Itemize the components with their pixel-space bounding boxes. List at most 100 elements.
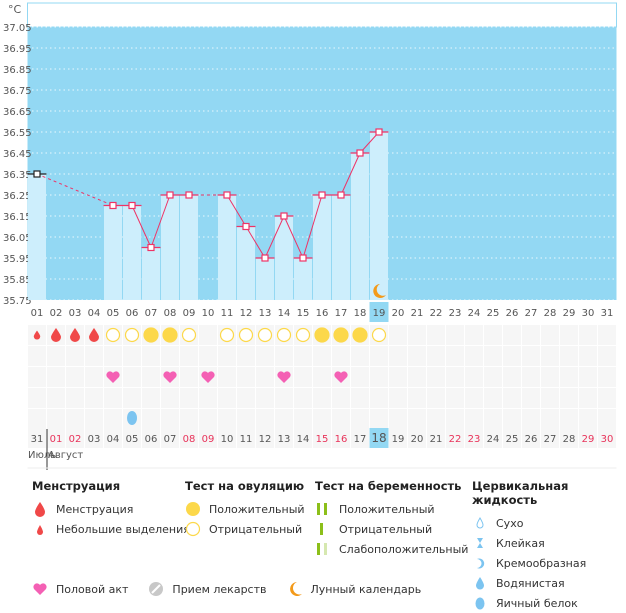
grid-cell xyxy=(503,388,521,408)
calendar-date-label: 07 xyxy=(164,434,177,445)
calendar-date-label: 20 xyxy=(411,434,424,445)
grid-cell xyxy=(47,409,65,429)
temperature-point xyxy=(356,149,364,157)
temperature-line-segment xyxy=(226,194,247,227)
grid-cell xyxy=(389,429,407,448)
grid-cell xyxy=(47,388,65,408)
temperature-point xyxy=(166,191,174,199)
temperature-point xyxy=(375,128,383,136)
grid-cell xyxy=(446,388,464,408)
grid-cell xyxy=(522,429,540,448)
cycle-day-label: 04 xyxy=(88,308,101,319)
grid-cell xyxy=(85,388,103,408)
temperature-bar xyxy=(123,205,141,300)
faint-lines-icon xyxy=(317,543,327,555)
moon-icon xyxy=(289,582,302,596)
legend-title: Менструация xyxy=(32,479,121,493)
grid-cell xyxy=(465,388,483,408)
cycle-day-label: 31 xyxy=(601,308,614,319)
y-tick-label: 35.95 xyxy=(3,254,32,265)
grid-cell xyxy=(142,429,160,448)
ovulation-positive-icon xyxy=(314,327,330,343)
grid-cell xyxy=(237,409,255,429)
grid-cell xyxy=(180,409,198,429)
calendar-date-label: 28 xyxy=(563,434,576,445)
legend-label: Прием лекарств xyxy=(172,582,267,596)
sticky-icon xyxy=(477,538,483,548)
grid-cell xyxy=(85,367,103,387)
grid-cell xyxy=(237,367,255,387)
y-tick-label: 36.05 xyxy=(3,233,32,244)
y-tick-label: 35.85 xyxy=(3,275,32,286)
egg-white-icon xyxy=(127,411,137,425)
grid-cell xyxy=(237,429,255,448)
current-day-highlight xyxy=(369,302,389,322)
temperature-bar xyxy=(142,247,160,300)
legend-label: Менструация xyxy=(56,502,134,516)
grid-cell xyxy=(484,325,502,345)
temperature-bar xyxy=(218,195,236,300)
grid-cell xyxy=(123,388,141,408)
legend-label: Половой акт xyxy=(56,582,129,596)
cycle-day-label: 11 xyxy=(221,308,234,319)
grid-cell xyxy=(598,388,616,408)
ovulation-positive-icon xyxy=(333,327,349,343)
cycle-day-label: 15 xyxy=(297,308,310,319)
grid-cell xyxy=(465,325,483,345)
grid-cell xyxy=(218,346,236,366)
heart-icon xyxy=(163,371,177,383)
cycle-day-label: 29 xyxy=(563,308,576,319)
chart-top-area xyxy=(27,2,617,28)
grid-cell xyxy=(598,367,616,387)
month-label: Август xyxy=(48,450,83,461)
grid-cell xyxy=(313,409,331,429)
y-tick-label: 36.15 xyxy=(3,212,32,223)
cycle-day-label: 24 xyxy=(468,308,481,319)
grid-cell xyxy=(351,429,369,448)
ovulation-negative-icon xyxy=(219,327,235,343)
grid-cell xyxy=(275,388,293,408)
grid-cell xyxy=(47,346,65,366)
y-tick-label: 37.05 xyxy=(3,23,32,34)
temperature-point xyxy=(318,191,326,199)
grid-cell xyxy=(180,388,198,408)
grid-cell xyxy=(560,409,578,429)
temperature-point xyxy=(299,254,307,262)
ovulation-negative-icon xyxy=(105,327,121,343)
grid-cell xyxy=(294,409,312,429)
drop-icon xyxy=(35,502,45,517)
calendar-date-label: 16 xyxy=(335,434,348,445)
current-date-highlight xyxy=(369,428,389,448)
pill-icon xyxy=(149,582,164,596)
egg-white-icon xyxy=(475,597,485,610)
ovulation-negative-icon xyxy=(181,327,197,343)
grid-cell xyxy=(142,346,160,366)
legend-label: Положительный xyxy=(339,502,435,516)
temperature-point xyxy=(109,201,117,210)
grid-cell xyxy=(408,325,426,345)
legend-pregnancy: Тест на беременность Положительный Отриц… xyxy=(315,479,468,559)
legend-label: Небольшие выделения xyxy=(56,522,190,536)
bbt-chart: 37.05 36.95 36.85 36.75 36.65 36.55 36.45 36.35… xyxy=(3,2,617,470)
heart-icon xyxy=(277,371,291,383)
grid-cell xyxy=(484,429,502,448)
grid-cell xyxy=(66,346,84,366)
temperature-line-segment xyxy=(283,215,304,259)
legend-label: Отрицательный xyxy=(209,522,303,536)
grid-cell xyxy=(560,429,578,448)
calendar-date-label: 22 xyxy=(449,434,462,445)
calendar-date-label: 31 xyxy=(31,434,44,445)
legend-label: Клейкая xyxy=(496,536,545,550)
grid-cell xyxy=(427,409,445,429)
ovulation-negative-icon xyxy=(295,327,311,343)
grid-cell xyxy=(85,409,103,429)
y-tick-label: 36.55 xyxy=(3,128,32,139)
grid-cell xyxy=(560,388,578,408)
grid-cell xyxy=(28,388,46,408)
calendar-date-label: 24 xyxy=(487,434,500,445)
grid-cell xyxy=(199,429,217,448)
month-label: Июль xyxy=(28,450,56,461)
grid-cell xyxy=(161,409,179,429)
grid-cell xyxy=(389,388,407,408)
temperature-point xyxy=(128,201,136,210)
